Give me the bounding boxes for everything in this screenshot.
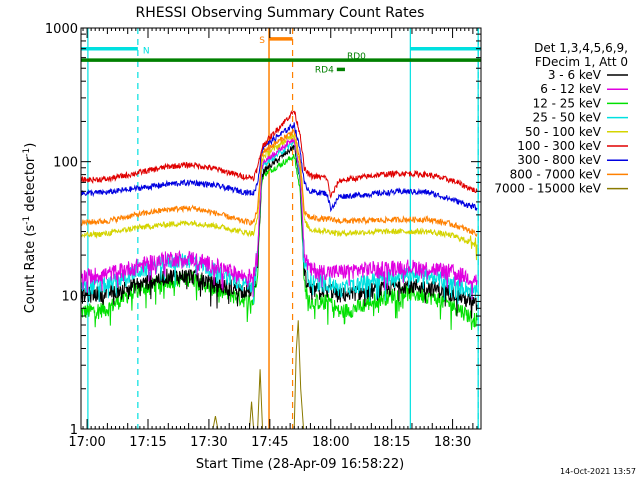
legend-label-1: 3 - 6 keV (548, 68, 602, 82)
footer-date: 14-Oct-2021 13:57 (560, 467, 636, 476)
instrument-state-bars: N S RD4 RD0 (81, 36, 481, 75)
x-tick-label-5: 18:00 (312, 435, 349, 450)
series-line-7 (81, 122, 478, 213)
series-line-4 (81, 137, 478, 300)
annotation-layer (87, 28, 479, 429)
series-line-6 (81, 128, 478, 237)
x-tick-label-3: 17:30 (190, 435, 227, 450)
x-tick-label-4: 17:45 (251, 435, 288, 450)
series-line-5 (81, 133, 478, 261)
x-tick-label-1: 17:00 (68, 435, 105, 450)
legend-header-2: FDecim 1, Att 0 (535, 55, 628, 69)
y-tick-label-2: 10 (61, 289, 78, 304)
plot-frame (80, 27, 482, 430)
y-axis-label: Count Rate (s-1 detector-1) (22, 143, 38, 314)
x-tick-label-7: 18:30 (434, 435, 471, 450)
legend-header-1: Det 1,3,4,5,6,9, (534, 41, 628, 55)
state-bar-label-s: S (259, 36, 265, 46)
legend-label-8: 800 - 7000 keV (510, 167, 602, 181)
legend-label-2: 6 - 12 keV (540, 82, 602, 96)
chart-title: RHESSI Observing Summary Count Rates (136, 5, 425, 21)
y-tick-label-4: 1000 (45, 22, 78, 37)
state-bar-label-rd4: RD4 (315, 65, 334, 75)
legend-label-4: 25 - 50 keV (533, 111, 602, 125)
series-line-1 (81, 154, 478, 330)
state-bar-label-n: N (143, 47, 150, 57)
y-axis: 1 10 100 1000 (45, 22, 481, 438)
legend-label-6: 100 - 300 keV (517, 139, 601, 153)
state-bar-label-rd0: RD0 (347, 52, 366, 62)
legend-label-7: 300 - 800 keV (517, 153, 601, 167)
series-layer (81, 110, 478, 429)
series-line-8 (81, 110, 478, 199)
series-line-2 (81, 144, 478, 319)
y-tick-label-3: 100 (53, 156, 78, 171)
legend-label-3: 12 - 25 keV (533, 96, 602, 110)
x-tick-label-6: 18:15 (373, 435, 410, 450)
legend: Det 1,3,4,5,6,9, FDecim 1, Att 0 3 - 6 k… (494, 41, 628, 196)
x-axis-label: Start Time (28-Apr-09 16:58:22) (196, 457, 404, 472)
x-tick-label-2: 17:15 (129, 435, 166, 450)
legend-label-5: 50 - 100 keV (525, 125, 602, 139)
y-tick-label-1: 1 (70, 423, 78, 438)
x-axis: 17:00 17:15 17:30 17:45 18:00 18:15 18:30 (68, 28, 478, 450)
legend-label-9: 7000 - 15000 keV (494, 182, 601, 196)
series-line-9 (212, 320, 305, 429)
